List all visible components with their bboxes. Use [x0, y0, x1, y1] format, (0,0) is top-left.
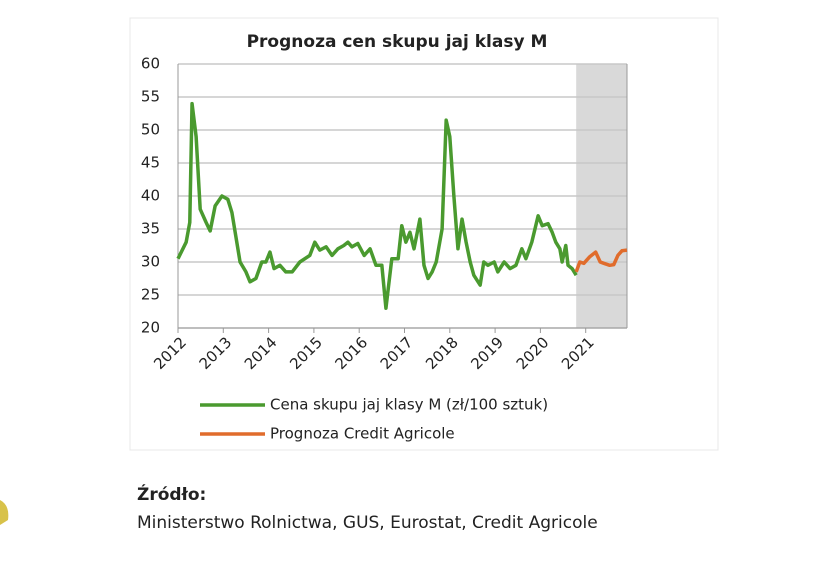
x-tick-label: 2019: [467, 333, 507, 373]
source-label: Źródło:: [137, 483, 206, 505]
y-tick-label: 45: [141, 154, 160, 172]
series-line: [574, 248, 628, 273]
x-tick-label: 2021: [558, 333, 598, 373]
y-tick-label: 40: [141, 187, 160, 205]
y-tick-label: 20: [141, 319, 160, 337]
source-text: Ministerstwo Rolnictwa, GUS, Eurostat, C…: [137, 513, 598, 533]
y-tick-label: 50: [141, 121, 160, 139]
legend-label: Cena skupu jaj klasy M (zł/100 sztuk): [270, 396, 548, 414]
x-tick-label: 2013: [196, 333, 236, 373]
x-tick-label: 2014: [241, 333, 281, 373]
y-tick-label: 35: [141, 220, 160, 238]
y-tick-label: 55: [141, 88, 160, 106]
series-line: [176, 101, 578, 310]
decoration: [0, 500, 9, 525]
chart-title: Prognoza cen skupu jaj klasy M: [247, 32, 548, 52]
legend-label: Prognoza Credit Agricole: [270, 425, 455, 443]
x-tick-label: 2012: [150, 333, 190, 373]
x-tick-label: 2018: [422, 333, 462, 373]
y-tick-label: 25: [141, 286, 160, 304]
x-tick-label: 2016: [331, 333, 371, 373]
x-tick-label: 2017: [377, 333, 417, 373]
y-tick-label: 60: [141, 55, 160, 73]
chart-frame: [129, 17, 719, 451]
y-tick-label: 30: [141, 253, 160, 271]
x-tick-label: 2020: [513, 333, 553, 373]
x-tick-label: 2015: [286, 333, 326, 373]
